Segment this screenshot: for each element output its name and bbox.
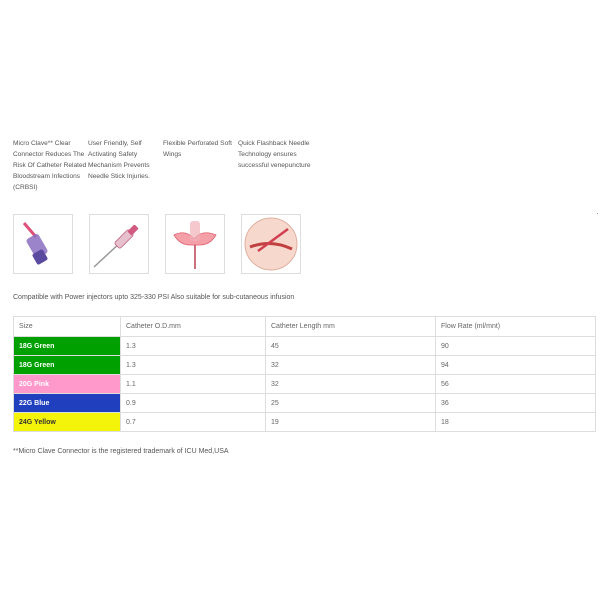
compatibility-note: Compatible with Power injectors upto 325… (13, 294, 295, 301)
flow-cell: 36 (435, 393, 596, 413)
header-length: Catheter Length mm (265, 316, 436, 337)
size-cell: 20G Pink (13, 374, 121, 394)
header-size: Size (13, 316, 121, 337)
table-row: 20G Pink 1.1 32 56 (13, 374, 596, 394)
length-cell: 32 (265, 355, 436, 375)
od-cell: 1.3 (120, 336, 266, 356)
table-row: 18G Green 1.3 32 94 (13, 355, 596, 375)
table-row: 24G Yellow 0.7 19 18 (13, 412, 596, 432)
length-cell: 45 (265, 336, 436, 356)
trademark-footnote: **Micro Clave Connector is the registere… (13, 448, 229, 455)
thumbnail-row (13, 214, 301, 274)
feature-connector: Micro Clave** Clear Connector Reduces Th… (13, 140, 87, 191)
flow-cell: 56 (435, 374, 596, 394)
venepuncture-icon[interactable] (241, 214, 301, 274)
size-table: Size Catheter O.D.mm Catheter Length mm … (13, 316, 596, 432)
header-od: Catheter O.D.mm (120, 316, 266, 337)
feature-list: Micro Clave** Clear Connector Reduces Th… (13, 138, 313, 193)
length-cell: 25 (265, 393, 436, 413)
flow-cell: 90 (435, 336, 596, 356)
flow-cell: 18 (435, 412, 596, 432)
cannula-connector-icon[interactable] (13, 214, 73, 274)
feature-flashback: Quick Flashback Needle Technology ensure… (238, 140, 311, 169)
cannula-wings-icon[interactable] (165, 214, 225, 274)
size-cell: 24G Yellow (13, 412, 121, 432)
header-flow: Flow Rate (ml/mnt) (435, 316, 596, 337)
stray-dot (597, 213, 598, 214)
od-cell: 0.7 (120, 412, 266, 432)
length-cell: 19 (265, 412, 436, 432)
feature-wings: Flexible Perforated Soft Wings (163, 140, 232, 158)
size-cell: 22G Blue (13, 393, 121, 413)
flow-cell: 94 (435, 355, 596, 375)
table-row: 18G Green 1.3 45 90 (13, 336, 596, 356)
size-cell: 18G Green (13, 336, 121, 356)
cannula-needle-icon[interactable] (89, 214, 149, 274)
table-row: 22G Blue 0.9 25 36 (13, 393, 596, 413)
od-cell: 1.3 (120, 355, 266, 375)
od-cell: 0.9 (120, 393, 266, 413)
od-cell: 1.1 (120, 374, 266, 394)
length-cell: 32 (265, 374, 436, 394)
size-cell: 18G Green (13, 355, 121, 375)
feature-safety: User Friendly, Self Activating Safety Me… (88, 140, 150, 180)
table-header-row: Size Catheter O.D.mm Catheter Length mm … (13, 316, 596, 337)
